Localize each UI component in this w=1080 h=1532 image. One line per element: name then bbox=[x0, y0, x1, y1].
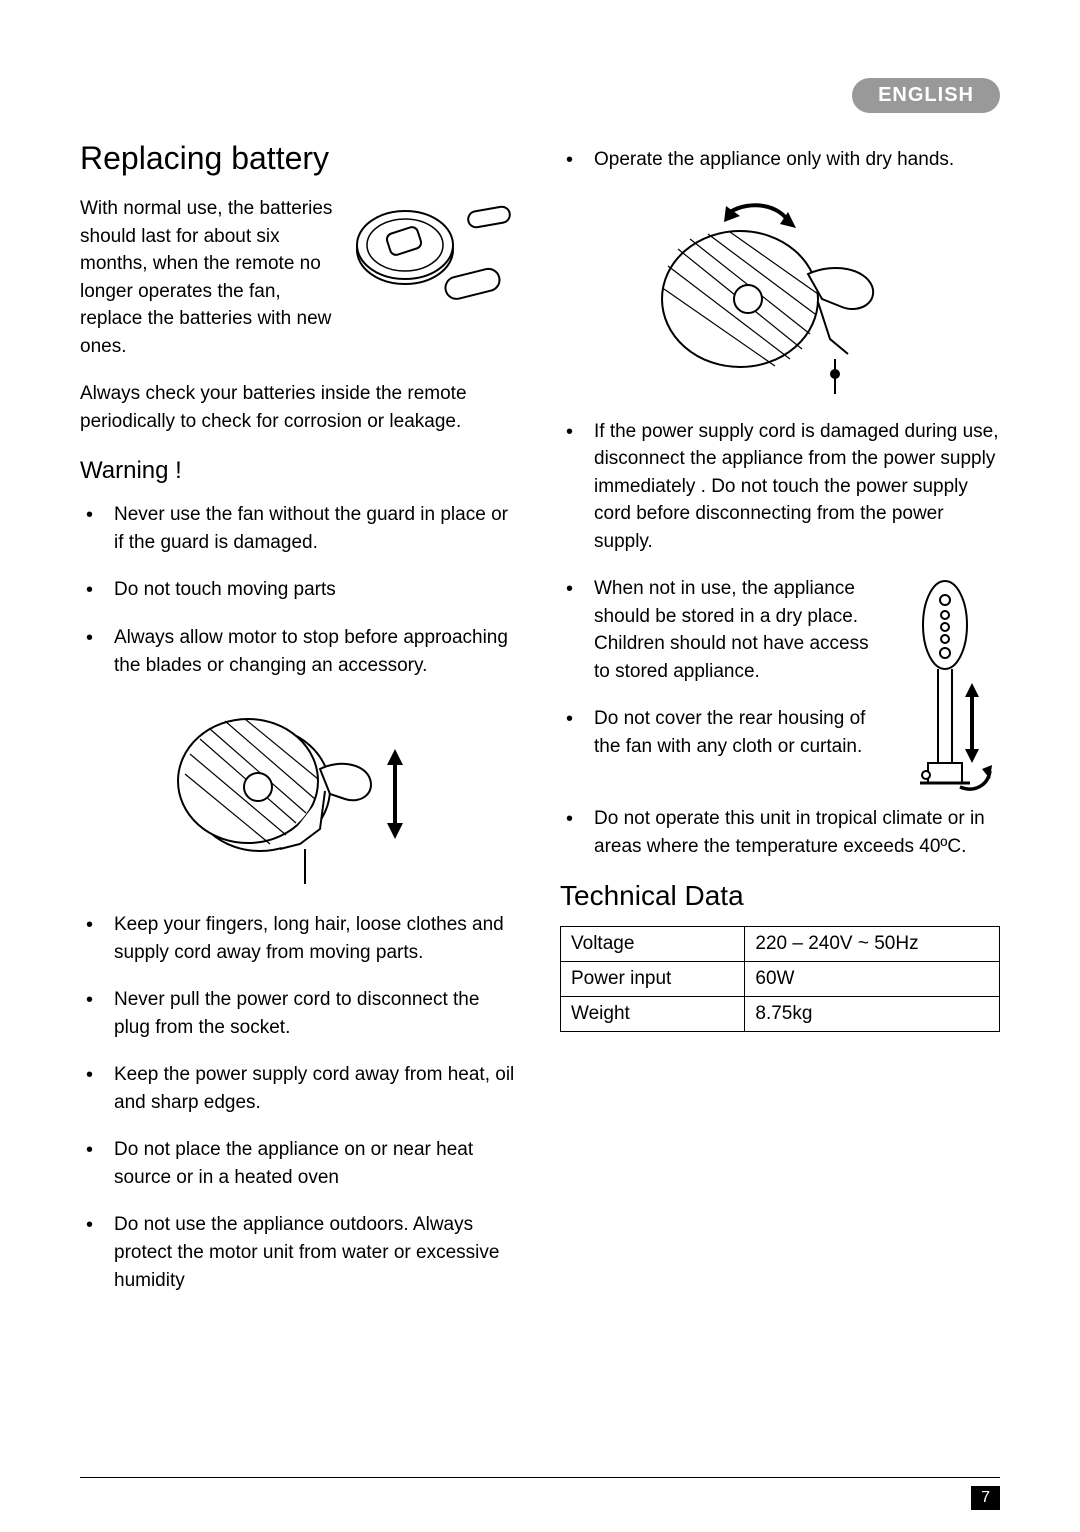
fan-hand-illustration-1 bbox=[170, 699, 430, 889]
list-item: Do not operate this unit in tropical cli… bbox=[560, 805, 1000, 860]
footer-rule bbox=[80, 1477, 1000, 1478]
table-cell: 220 – 240V ~ 50Hz bbox=[745, 927, 1000, 962]
fan-stand-illustration bbox=[890, 575, 1000, 805]
table-cell: 60W bbox=[745, 962, 1000, 997]
table-row: Weight 8.75kg bbox=[561, 997, 1000, 1032]
language-badge: ENGLISH bbox=[852, 78, 1000, 113]
warning-heading: Warning ! bbox=[80, 457, 520, 485]
table-row: Voltage 220 – 240V ~ 50Hz bbox=[561, 927, 1000, 962]
warning-list-b: Keep your fingers, long hair, loose clot… bbox=[80, 911, 520, 1294]
list-item: Never pull the power cord to disconnect … bbox=[80, 986, 520, 1041]
technical-data-table: Voltage 220 – 240V ~ 50Hz Power input 60… bbox=[560, 926, 1000, 1032]
list-item: Do not place the appliance on or near he… bbox=[80, 1136, 520, 1191]
intro-text: With normal use, the batteries should la… bbox=[80, 195, 338, 360]
page-number: 7 bbox=[971, 1486, 1000, 1510]
list-item: When not in use, the appliance should be… bbox=[560, 575, 878, 685]
fan-hand-illustration-2 bbox=[630, 194, 930, 394]
list-item: Do not cover the rear housing of the fan… bbox=[560, 705, 878, 760]
list-item: If the power supply cord is damaged duri… bbox=[560, 418, 1000, 556]
list-item: Do not use the appliance outdoors. Alway… bbox=[80, 1211, 520, 1294]
table-cell: Voltage bbox=[561, 927, 745, 962]
table-cell: 8.75kg bbox=[745, 997, 1000, 1032]
right-column: Operate the appliance only with dry hand… bbox=[560, 140, 1000, 1314]
warning-list-e: Do not operate this unit in tropical cli… bbox=[560, 805, 1000, 860]
list-item: Keep the power supply cord away from hea… bbox=[80, 1061, 520, 1116]
technical-data-heading: Technical Data bbox=[560, 880, 1000, 912]
list-item: Do not touch moving parts bbox=[80, 576, 520, 604]
battery-check-note: Always check your batteries inside the r… bbox=[80, 380, 520, 435]
list-item: Never use the fan without the guard in p… bbox=[80, 501, 520, 556]
table-cell: Power input bbox=[561, 962, 745, 997]
warning-list-store: When not in use, the appliance should be… bbox=[560, 575, 878, 760]
table-row: Power input 60W bbox=[561, 962, 1000, 997]
warning-list-d: If the power supply cord is damaged duri… bbox=[560, 418, 1000, 556]
list-item: Always allow motor to stop before approa… bbox=[80, 624, 520, 679]
section-heading-replacing-battery: Replacing battery bbox=[80, 140, 520, 177]
left-column: Replacing battery With normal use, the b… bbox=[80, 140, 520, 1314]
list-item: Operate the appliance only with dry hand… bbox=[560, 146, 1000, 174]
warning-list-a: Never use the fan without the guard in p… bbox=[80, 501, 520, 679]
table-cell: Weight bbox=[561, 997, 745, 1032]
main-content: Replacing battery With normal use, the b… bbox=[80, 140, 1000, 1314]
remote-battery-illustration bbox=[350, 195, 520, 315]
list-item: Keep your fingers, long hair, loose clot… bbox=[80, 911, 520, 966]
warning-list-c: Operate the appliance only with dry hand… bbox=[560, 146, 1000, 174]
